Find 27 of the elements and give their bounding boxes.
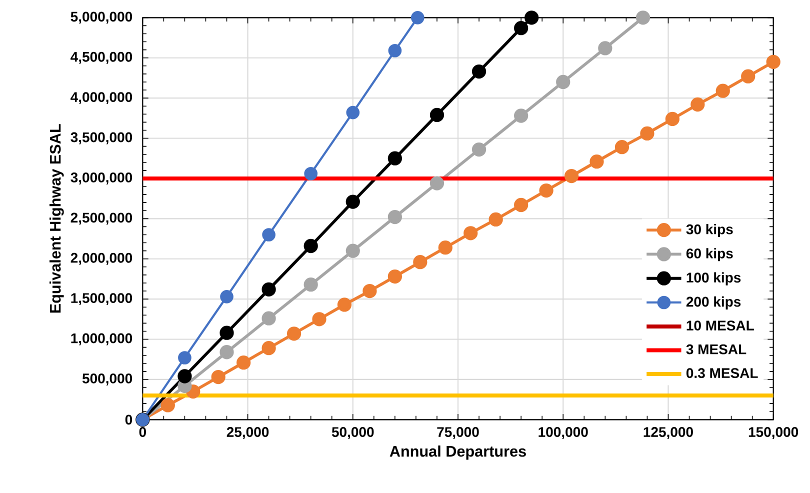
legend-label: 60 kips (686, 248, 733, 262)
legend-label: 3 MESAL (686, 344, 746, 354)
y-tick-label: 4,500,000 (70, 52, 132, 64)
legend-label: 0.3 MESAL (686, 368, 758, 378)
x-tick-label: 125,000 (644, 427, 693, 439)
y-tick-label: 3,500,000 (70, 132, 132, 144)
x-tick-label: 0 (139, 427, 146, 437)
x-axis-title: Annual Departures (390, 445, 526, 460)
x-tick-label: 100,000 (538, 427, 588, 439)
y-tick-label: 1,500,000 (71, 293, 132, 306)
y-axis-title: Equivalent Highway ESAL (50, 124, 64, 313)
y-tick-label: 1,000,000 (71, 333, 132, 346)
y-tick-label: 500,000 (82, 374, 132, 386)
y-tick-label: 2,500,000 (70, 212, 132, 225)
y-tick-label: 2,000,000 (70, 252, 132, 265)
y-tick-label: 4,000,000 (70, 92, 132, 104)
legend-label: 100 kips (686, 272, 741, 286)
y-tick-label: 5,000,000 (70, 12, 132, 24)
x-tick-label: 150,000 (748, 427, 798, 439)
y-tick-label: 3,000,000 (70, 172, 132, 184)
x-tick-label: 50,000 (332, 427, 374, 439)
x-tick-label: 75,000 (437, 427, 479, 439)
x-tick-label: 25,000 (226, 427, 269, 439)
y-tick-label: 0 (125, 414, 132, 425)
legend-label: 30 kips (686, 224, 733, 238)
legend-label: 10 MESAL (686, 320, 754, 330)
legend-label: 200 kips (686, 296, 741, 310)
